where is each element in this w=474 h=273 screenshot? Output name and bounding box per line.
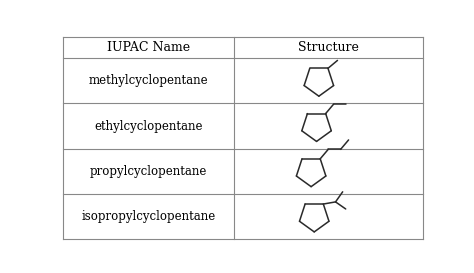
Text: IUPAC Name: IUPAC Name bbox=[107, 41, 190, 54]
Text: Structure: Structure bbox=[298, 41, 359, 54]
Text: methylcyclopentane: methylcyclopentane bbox=[89, 74, 208, 87]
Text: ethylcyclopentane: ethylcyclopentane bbox=[94, 120, 202, 132]
Text: propylcyclopentane: propylcyclopentane bbox=[90, 165, 207, 178]
Text: isopropylcyclopentane: isopropylcyclopentane bbox=[81, 210, 216, 223]
